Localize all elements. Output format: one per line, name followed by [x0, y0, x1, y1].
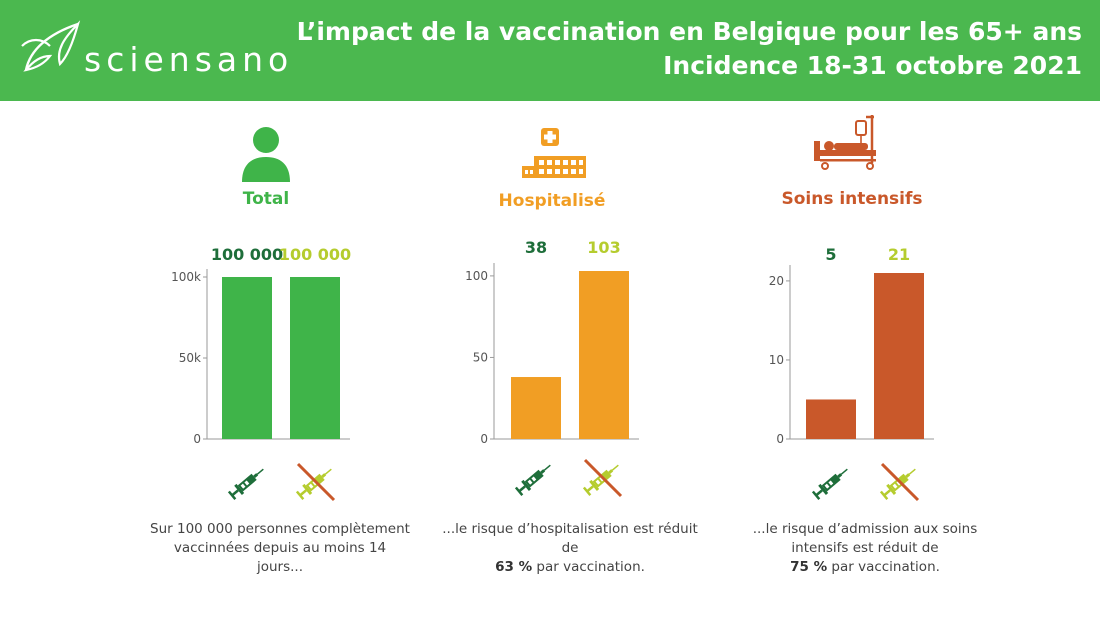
bar: [806, 399, 856, 439]
bar-value-label: 100 000: [279, 245, 351, 264]
caption-hospitalise-percent: 63 %: [495, 559, 533, 575]
caption-hospitalise: ...le risque d’hospitalisation est rédui…: [440, 520, 700, 577]
bar-value-label: 38: [525, 238, 547, 257]
syringe-icon: [810, 460, 854, 509]
bar-value-label: 100 000: [211, 245, 283, 264]
header-banner: sciensano L’impact de la vaccination en …: [0, 0, 1100, 101]
bar: [290, 277, 340, 439]
sciensano-logo-text: sciensano: [84, 40, 294, 79]
syringe-icon: [513, 456, 557, 505]
page-title: L’impact de la vaccination en Belgique p…: [297, 15, 1082, 83]
caption-soins-intensifs-text: ...le risque d’admission aux soins inten…: [752, 521, 978, 556]
crossed-syringe-icon: [581, 456, 625, 505]
bar: [579, 271, 629, 439]
bar: [511, 377, 561, 439]
bar-value-label: 21: [888, 245, 910, 264]
bar: [222, 277, 272, 439]
y-tick-label: 20: [769, 274, 784, 288]
y-tick-label: 10: [769, 353, 784, 367]
bar-value-label: 5: [825, 245, 836, 264]
crossed-syringe-icon: [294, 460, 338, 509]
y-tick-label: 100: [465, 269, 488, 283]
panel-title-hospitalise: Hospitalisé: [498, 191, 606, 211]
panel-title-soins-intensifs: Soins intensifs: [781, 189, 923, 209]
y-tick-label: 50k: [179, 351, 201, 365]
caption-soins-intensifs: ...le risque d’admission aux soins inten…: [735, 520, 995, 577]
y-tick-label: 100k: [171, 270, 201, 284]
person-icon: [242, 127, 290, 182]
panel-title-total: Total: [242, 189, 290, 209]
syringe-icon: [226, 460, 270, 509]
y-tick-label: 0: [193, 432, 201, 446]
crossed-syringe-icon: [878, 460, 922, 509]
y-tick-label: 0: [776, 432, 784, 446]
hospital-bed-icon: [814, 115, 876, 170]
bar-value-label: 103: [587, 238, 620, 257]
caption-soins-intensifs-post: par vaccination.: [831, 559, 940, 575]
caption-total-text: Sur 100 000 personnes complètement vacci…: [150, 521, 410, 575]
title-line-2: Incidence 18-31 octobre 2021: [663, 51, 1082, 80]
caption-hospitalise-text: ...le risque d’hospitalisation est rédui…: [442, 521, 698, 556]
caption-soins-intensifs-percent: 75 %: [790, 559, 828, 575]
y-tick-label: 0: [480, 432, 488, 446]
y-tick-label: 50: [473, 350, 488, 364]
hospital-icon: [522, 128, 586, 178]
title-line-1: L’impact de la vaccination en Belgique p…: [296, 17, 1082, 46]
sciensano-leaf-logo-icon: [21, 20, 81, 72]
caption-hospitalise-post: par vaccination.: [536, 559, 645, 575]
bar: [874, 273, 924, 439]
caption-total: Sur 100 000 personnes complètement vacci…: [150, 520, 410, 577]
